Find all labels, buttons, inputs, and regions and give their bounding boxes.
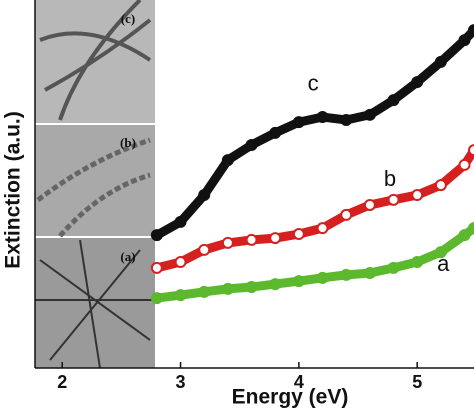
data-point [221, 282, 234, 295]
x-tick-label: 4 [294, 372, 304, 392]
data-point [468, 144, 474, 157]
data-point [174, 215, 187, 228]
data-point [316, 271, 329, 284]
data-point [340, 268, 353, 281]
data-point [150, 292, 163, 305]
data-point [221, 154, 234, 167]
inset-images [35, 0, 155, 369]
inset-texture [39, 0, 152, 121]
data-point [269, 278, 282, 291]
data-point [411, 256, 424, 269]
data-point [340, 113, 353, 126]
data-point [411, 189, 424, 202]
data-point [221, 236, 234, 249]
data-point [411, 76, 424, 89]
data-point [150, 261, 163, 274]
series-label: a [437, 251, 450, 276]
data-point [387, 261, 400, 274]
data-point [468, 24, 474, 37]
data-point [363, 108, 376, 121]
data-point [468, 222, 474, 235]
inset-image [35, 238, 155, 368]
data-point [198, 189, 211, 202]
data-point [316, 111, 329, 124]
inset-texture [35, 239, 155, 369]
data-point [434, 179, 447, 192]
x-tick-label: 5 [412, 372, 422, 392]
data-point [363, 267, 376, 280]
x-tick-label: 2 [57, 372, 67, 392]
data-point [245, 281, 258, 294]
data-point [458, 34, 471, 47]
inset-label: (a) [120, 249, 135, 264]
data-point [198, 285, 211, 298]
data-point [198, 243, 211, 256]
y-axis-title: Extinction (a.u.) [2, 111, 25, 269]
data-point [340, 208, 353, 221]
data-point [174, 256, 187, 269]
data-point [458, 229, 471, 242]
data-point [292, 275, 305, 288]
data-point [269, 126, 282, 139]
data-point [150, 229, 163, 242]
data-point [245, 138, 258, 151]
series-line [154, 27, 474, 240]
x-axis-title: Energy (eV) [232, 386, 349, 409]
data-point [387, 94, 400, 107]
data-point [292, 116, 305, 129]
series-label: b [384, 166, 396, 191]
inset-label: (b) [120, 135, 136, 150]
data-point [174, 289, 187, 302]
data-point [387, 193, 400, 206]
series-label: c [308, 70, 319, 95]
data-point [245, 233, 258, 246]
data-point [269, 232, 282, 245]
data-point [292, 228, 305, 241]
x-tick-label: 3 [176, 372, 186, 392]
data-point [458, 158, 471, 171]
data-point [434, 246, 447, 259]
data-point [363, 198, 376, 211]
inset-label: (c) [121, 11, 135, 26]
data-point [316, 222, 329, 235]
inset-texture [36, 137, 151, 238]
data-point [434, 55, 447, 68]
